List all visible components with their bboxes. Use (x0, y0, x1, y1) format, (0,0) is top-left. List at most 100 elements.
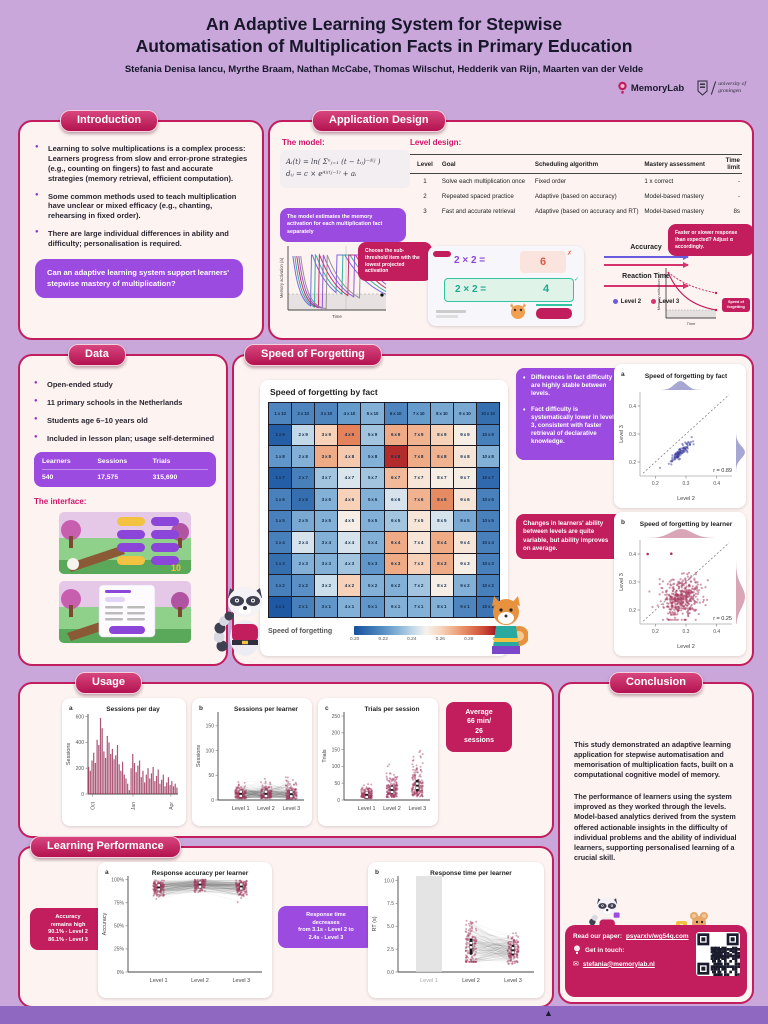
sessions-per-day-chart: a Sessions per day 0 200 400 600 Oct Jan Apr S… (62, 698, 186, 831)
heatmap-cell-9x1: 9 x 1 (453, 596, 476, 617)
heatmap-cell-10x3: 10 x 3 (476, 553, 499, 574)
formula-line-1: Aᵢ(t) = ln( Σⁿⱼ₌₁ (t − tᵢⱼ)⁻ᵈⁱʲ ) (286, 158, 381, 166)
accuracy-badge-line-3: 90.1% - Level 2 (48, 929, 88, 936)
paper-row: Read our paper: psyarxiv/wg54q.com (573, 933, 739, 940)
perf-chart-a-svg: a Response accuracy per learner 0% 25% 50%… (102, 869, 262, 984)
heatmap-cell-1x7: 1 x 7 (269, 467, 292, 488)
svg-text:100: 100 (332, 764, 341, 770)
data-heading: Data (68, 344, 126, 366)
svg-text:0: 0 (81, 792, 84, 798)
heatmap-cell-4x7: 4 x 7 (338, 467, 361, 488)
qr-code (696, 932, 740, 976)
heatmap-cell-4x3: 4 x 3 (338, 553, 361, 574)
email-row: ✉ stefania@memorylab.nl (573, 960, 739, 969)
usage-chart-b-svg: b Sessions per learner 0 50 100 150 Level 1 L… (196, 705, 304, 812)
heatmap-cell-10x4: 10 x 4 (476, 532, 499, 553)
heatmap-cell-3x1: 3 x 1 (315, 596, 338, 617)
svg-text:0.4: 0.4 (713, 481, 720, 487)
heatmap-cell-5x1: 5 x 1 (361, 596, 384, 617)
sessions-per-learner-card: b Sessions per learner 0 50 100 150 Level 1 L… (192, 698, 312, 826)
level-table-cell: Model-based mastery (644, 207, 704, 215)
heatmap-cell-3x4: 3 x 4 (315, 532, 338, 553)
heatmap-cell-5x2: 5 x 2 (361, 575, 384, 596)
model-formula: Aᵢ(t) = ln( Σⁿⱼ₌₁ (t − tᵢⱼ)⁻ᵈⁱʲ ) dᵢⱼ = … (280, 150, 410, 188)
rt-badge-line-4: 2.4s - Level 3 (308, 934, 344, 941)
svg-text:Level 3: Level 3 (282, 806, 300, 812)
svg-text:150: 150 (332, 747, 341, 753)
trials-per-session-chart: c Trials per session 0 50 100 150 200 250 Leve… (318, 698, 438, 831)
heatmap-cell-7x3: 7 x 3 (407, 553, 430, 574)
svg-text:0.3: 0.3 (629, 432, 636, 438)
heatmap-cell-1x5: 1 x 5 (269, 510, 292, 531)
paper-prefix: Read our paper: (573, 933, 623, 940)
university-text-1: university of (718, 81, 746, 88)
svg-text:Level 1: Level 1 (150, 978, 168, 984)
introduction-bullets: Learning to solve multiplications is a c… (35, 144, 249, 249)
svg-text:a: a (69, 705, 73, 712)
introduction-panel: Introduction Learning to solve multiplic… (18, 110, 264, 340)
level-design-label: Level design: (410, 138, 462, 147)
accuracy-badge: Accuracy remains high 90.1% - Level 2 86.1%… (30, 908, 106, 951)
usage-heading: Usage (75, 672, 143, 694)
colorbar-tick: 0.22 (378, 637, 388, 642)
level3-dot-icon (650, 299, 656, 304)
flow-diagram: Accuracy Reaction Time Level 2 Level 3 (600, 244, 692, 305)
data-bullet-3: Students age 6–10 years old (34, 416, 216, 426)
heatmap-cell-3x2: 3 x 2 (315, 575, 338, 596)
footer-logo-icon: ▲ (544, 1008, 553, 1018)
stats-value-row: 540 17,575 315,690 (42, 470, 208, 481)
level-table-cell: - (737, 192, 740, 200)
svg-text:0.3: 0.3 (629, 580, 636, 586)
memorylab-logo-text: MemoryLab (630, 82, 685, 94)
level-table-cell: Adaptive (based on accuracy) (534, 192, 617, 200)
heatmap-cell-10x8: 10 x 8 (476, 446, 499, 467)
forgetting-curves-svg: Memory activation (a) Time (657, 268, 718, 326)
heatmap-cell-8x4: 8 x 4 (430, 532, 453, 553)
heatmap-cell-5x8: 5 x 8 (361, 446, 384, 467)
model-note: The model estimates the memory activatio… (280, 208, 406, 242)
svg-text:10: 10 (171, 563, 181, 573)
heatmap-cell-10x2: 10 x 2 (476, 575, 499, 596)
heatmap-cell-9x2: 9 x 2 (453, 575, 476, 596)
svg-text:0.4: 0.4 (629, 404, 636, 410)
heatmap-cell-2x1: 2 x 1 (292, 596, 315, 617)
svg-text:Time: Time (332, 314, 342, 319)
paper-link[interactable]: psyarxiv/wg54q.com (626, 933, 689, 940)
heatmap-title: Speed of forgetting by fact (270, 387, 378, 397)
svg-text:10.0: 10.0 (384, 878, 394, 884)
raccoon-mascot-illustration (214, 587, 262, 656)
heatmap-cell-6x8: 6 x 8 (384, 446, 407, 467)
svg-text:75%: 75% (114, 901, 125, 907)
level2-dot-icon (612, 299, 618, 304)
speed-of-forgetting-chip: Speed of forgetting (722, 298, 750, 312)
svg-text:2.5: 2.5 (387, 947, 394, 953)
app-demo-card: 2 × 2 = 6 ✗ 2 × 2 = 4 ✓ (428, 246, 584, 326)
scatter-by-fact: a Speed of forgetting by fact 0.2 0.2 0.3 0… (614, 364, 746, 511)
interface-screenshot-settings (59, 580, 191, 643)
svg-text:0%: 0% (117, 970, 125, 976)
svg-text:0.0: 0.0 (387, 970, 394, 976)
heatmap-cell-8x7: 8 x 7 (430, 467, 453, 488)
usage-badge-line-4: sessions (464, 737, 494, 745)
svg-text:Level 2: Level 2 (257, 806, 275, 812)
stability-bullet-2: Fact difficulty is systematically lower … (523, 406, 615, 447)
heatmap-cell-9x8: 9 x 8 (453, 446, 476, 467)
heatmap-cell-2x2: 2 x 2 (292, 575, 315, 596)
logo-row: MemoryLab university of groningen (617, 80, 746, 96)
university-text-2: groningen (718, 88, 741, 94)
level-design-table: Level Goal Scheduling algorithm Mastery ass… (410, 154, 742, 219)
demo-question-correct: 2 × 2 = (455, 284, 487, 295)
heatmap-cell-3x5: 3 x 5 (315, 510, 338, 531)
heatmap-cell-2x4: 2 x 4 (292, 532, 315, 553)
adjust-callout: Faster or slower response than expected?… (668, 224, 754, 257)
rt-badge-line-3: from 3.1s - Level 2 to (298, 927, 354, 934)
level-table-row-1: 1 Solve each multiplication once Fixed ord… (410, 174, 742, 189)
fox-mascot-illustration (492, 596, 528, 654)
intro-bullet-2: Some common methods used to teach multip… (35, 192, 249, 222)
usage-badge-line-1: Average (465, 709, 493, 716)
heatmap-cell-7x1: 7 x 1 (407, 596, 430, 617)
email-link[interactable]: stefania@memorylab.nl (582, 960, 655, 968)
stats-value-3: 315,690 (152, 473, 178, 481)
heatmap-cell-4x10: 4 x 10 (338, 403, 361, 424)
heatmap-cell-2x5: 2 x 5 (292, 510, 315, 531)
